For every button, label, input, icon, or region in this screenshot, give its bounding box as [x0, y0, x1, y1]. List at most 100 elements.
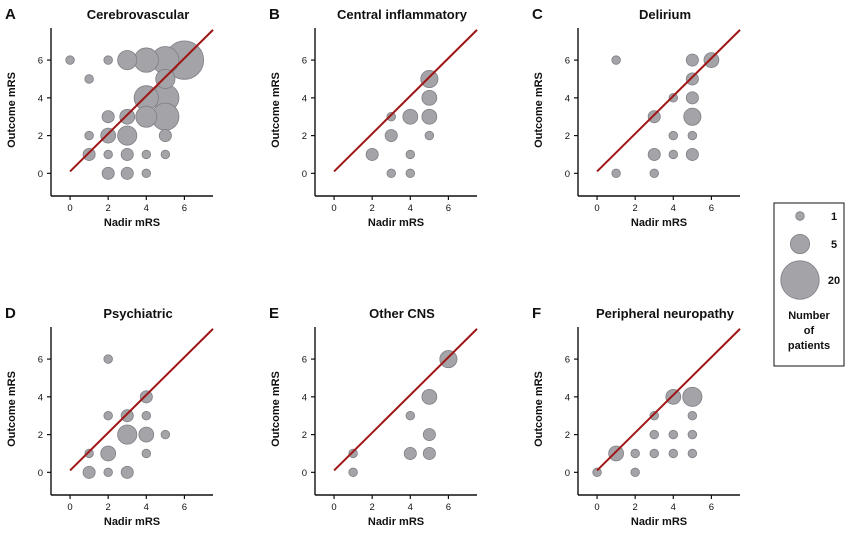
- panel-letter: A: [5, 6, 16, 23]
- legend-size-label: 5: [831, 239, 837, 251]
- data-point: [100, 127, 117, 144]
- y-tick-label: 6: [302, 56, 307, 67]
- data-point: [101, 110, 115, 124]
- data-point: [384, 129, 398, 143]
- y-tick-label: 0: [38, 169, 43, 180]
- x-tick-label: 6: [182, 203, 187, 214]
- data-point: [133, 47, 159, 73]
- y-tick-label: 0: [38, 468, 43, 479]
- panel-title: Central inflammatory: [337, 7, 468, 22]
- y-tick-label: 4: [38, 392, 43, 403]
- data-point: [683, 107, 702, 126]
- data-point: [160, 149, 171, 160]
- data-point: [103, 149, 113, 160]
- x-tick-label: 2: [370, 502, 375, 513]
- data-point: [103, 55, 113, 65]
- chart-panel-e: E Other CNS 0 2 4 6 0 2 4 6 Nadir mRS Outcome mRS: [269, 305, 478, 528]
- y-axis-label: Outcome mRS: [533, 72, 545, 148]
- data-point: [82, 147, 96, 161]
- data-point: [439, 350, 458, 369]
- x-tick-label: 6: [182, 502, 187, 513]
- data-point: [424, 130, 435, 141]
- data-point: [155, 68, 176, 89]
- chart-panel-f: F Peripheral neuropathy 0 2 4 6 0 2 4 6 Nadir mRS O…: [532, 305, 741, 528]
- y-tick-label: 4: [302, 392, 307, 403]
- data-point: [685, 147, 699, 161]
- data-point: [405, 168, 415, 179]
- data-point: [421, 108, 438, 125]
- data-point: [120, 166, 134, 180]
- data-point: [405, 149, 415, 160]
- x-axis-label: Nadir mRS: [631, 516, 687, 528]
- y-tick-label: 2: [565, 430, 570, 441]
- y-tick-label: 0: [302, 169, 307, 180]
- data-point: [100, 445, 117, 462]
- data-point: [65, 55, 75, 65]
- data-point: [685, 91, 699, 105]
- data-point: [405, 411, 415, 421]
- panel-title: Delirium: [639, 7, 691, 22]
- data-point: [420, 69, 439, 88]
- y-tick-label: 0: [565, 468, 570, 479]
- data-point: [668, 93, 678, 103]
- data-point: [101, 166, 115, 180]
- data-point: [138, 426, 155, 443]
- y-tick-label: 4: [38, 93, 43, 104]
- y-tick-label: 0: [302, 468, 307, 479]
- x-tick-label: 0: [67, 502, 72, 513]
- x-tick-label: 4: [144, 203, 149, 214]
- panel-title: Peripheral neuropathy: [596, 306, 735, 321]
- data-point: [608, 445, 624, 462]
- data-point: [84, 130, 94, 141]
- data-point: [592, 467, 602, 478]
- data-point: [649, 429, 659, 440]
- data-point: [402, 108, 419, 125]
- data-point: [422, 428, 436, 442]
- panel-title: Cerebrovascular: [87, 7, 190, 22]
- x-tick-label: 2: [633, 203, 638, 214]
- y-tick-label: 6: [38, 355, 43, 366]
- data-point: [421, 89, 438, 106]
- data-point: [103, 411, 113, 421]
- y-tick-label: 0: [565, 169, 570, 180]
- data-point: [611, 168, 621, 179]
- data-point: [422, 446, 436, 460]
- y-tick-label: 2: [38, 131, 43, 142]
- y-tick-label: 4: [302, 93, 307, 104]
- data-point: [687, 448, 698, 459]
- y-tick-label: 6: [38, 56, 43, 67]
- y-tick-label: 2: [565, 131, 570, 142]
- data-point: [665, 388, 682, 405]
- reference-line: [69, 328, 214, 472]
- x-axis-label: Nadir mRS: [631, 217, 687, 229]
- data-point: [348, 467, 358, 478]
- y-tick-label: 4: [565, 93, 570, 104]
- data-point: [103, 354, 113, 364]
- x-tick-label: 0: [594, 502, 599, 513]
- data-point: [687, 130, 698, 141]
- data-point: [82, 465, 96, 479]
- y-axis-label: Outcome mRS: [533, 371, 545, 447]
- data-point: [630, 448, 640, 459]
- data-point: [685, 53, 699, 67]
- data-point: [120, 147, 134, 161]
- legend-title-line: patients: [788, 340, 830, 352]
- x-tick-label: 4: [144, 502, 149, 513]
- x-axis-label: Nadir mRS: [104, 516, 160, 528]
- reference-line: [333, 29, 478, 173]
- x-tick-label: 2: [370, 203, 375, 214]
- legend-title-line: Number: [788, 310, 830, 322]
- data-point: [647, 110, 661, 124]
- data-point: [649, 448, 659, 459]
- x-tick-label: 0: [594, 203, 599, 214]
- data-point: [103, 467, 113, 478]
- data-point: [421, 388, 438, 405]
- x-axis-label: Nadir mRS: [368, 217, 424, 229]
- data-point: [649, 168, 659, 179]
- data-point: [365, 147, 379, 161]
- x-tick-label: 6: [446, 502, 451, 513]
- legend-size-marker: [789, 233, 811, 255]
